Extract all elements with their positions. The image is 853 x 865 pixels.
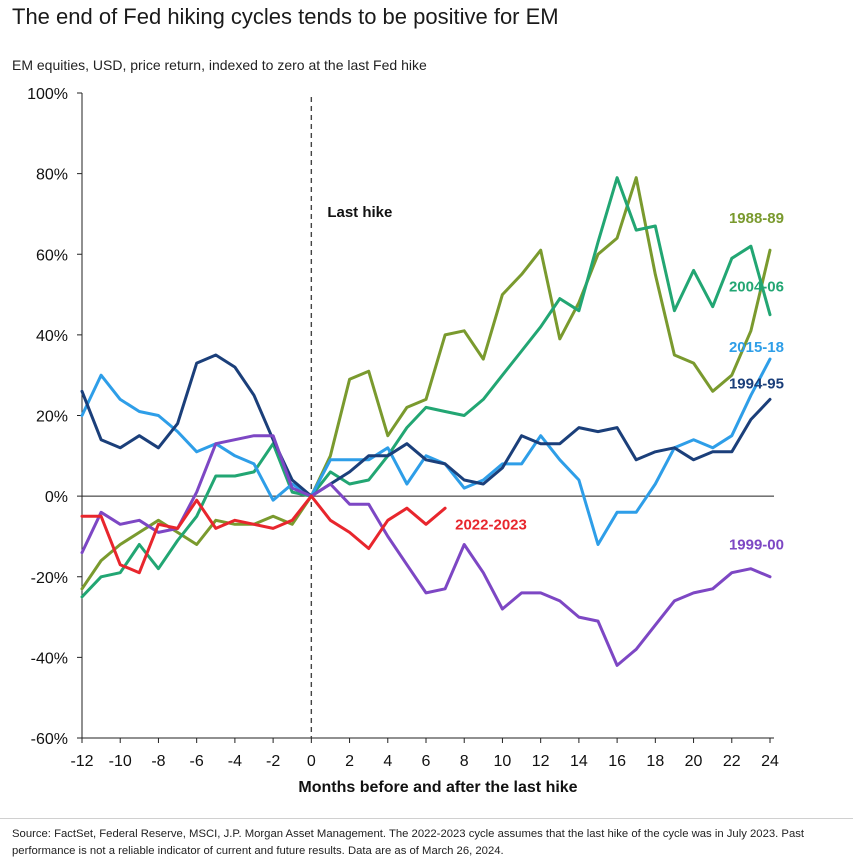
y-tick-label: -20% xyxy=(31,570,68,587)
series-labels: 1988-89 2004-06 2015-18 1994-95 1999-00 2022-… xyxy=(455,210,784,554)
series-label-2022-2023: 2022-2023 xyxy=(455,516,527,533)
source-note: Source: FactSet, Federal Reserve, MSCI, … xyxy=(12,828,805,857)
x-tick-label: -2 xyxy=(266,753,280,770)
y-tick-label: 80% xyxy=(36,167,68,184)
chart-axes: -60% -40% -20% 0% 20% 40% 60% 80% 100% -12 -10 -8 -6… xyxy=(27,86,779,796)
x-tick-label: 2 xyxy=(345,753,354,770)
series-line-2004-06 xyxy=(80,176,772,599)
x-tick-label: 6 xyxy=(422,753,431,770)
x-tick-label: 12 xyxy=(532,753,550,770)
x-tick-label: 4 xyxy=(383,753,392,770)
x-tick-label: 18 xyxy=(646,753,664,770)
chart-title: The end of Fed hiking cycles tends to be… xyxy=(12,4,559,29)
x-tick-label: -4 xyxy=(228,753,242,770)
x-tick-label: -12 xyxy=(70,753,93,770)
series-label-1994-95: 1994-95 xyxy=(729,375,784,392)
x-tick-label: 10 xyxy=(494,753,512,770)
x-axis-title: Months before and after the last hike xyxy=(298,779,577,796)
x-tick-label: -8 xyxy=(151,753,165,770)
x-tick-label: -10 xyxy=(109,753,132,770)
series-label-2015-18: 2015-18 xyxy=(729,339,784,356)
y-tick-label: 100% xyxy=(27,86,68,103)
footer-divider xyxy=(0,818,853,819)
x-tick-label: 24 xyxy=(761,753,779,770)
x-tick-label: 14 xyxy=(570,753,588,770)
y-tick-label: 60% xyxy=(36,247,68,264)
series-label-1988-89: 1988-89 xyxy=(729,210,784,227)
y-tick-label: -40% xyxy=(31,650,68,667)
series-line-1988-89 xyxy=(80,176,772,591)
y-tick-label: -60% xyxy=(31,731,68,748)
series-line-2015-18 xyxy=(80,357,772,546)
x-tick-label: 22 xyxy=(723,753,741,770)
series-line-1994-95 xyxy=(80,353,772,498)
x-tick-label: 20 xyxy=(685,753,703,770)
line-chart: -60% -40% -20% 0% 20% 40% 60% 80% 100% -12 -10 -8 -6… xyxy=(27,86,784,796)
x-tick-label: -6 xyxy=(190,753,204,770)
x-tick-label: 16 xyxy=(608,753,626,770)
x-tick-label: 0 xyxy=(307,753,316,770)
y-tick-label: 0% xyxy=(45,489,68,506)
series-label-1999-00: 1999-00 xyxy=(729,537,784,554)
series-line-1999-00 xyxy=(80,434,772,667)
y-tick-label: 40% xyxy=(36,328,68,345)
y-tick-label: 20% xyxy=(36,409,68,426)
chart-subtitle: EM equities, USD, price return, indexed … xyxy=(12,57,427,73)
series-label-2004-06: 2004-06 xyxy=(729,279,784,296)
series-line-2022-2023 xyxy=(80,494,447,575)
series-lines xyxy=(80,176,772,667)
x-tick-label: 8 xyxy=(460,753,469,770)
last-hike-label: Last hike xyxy=(327,204,392,221)
